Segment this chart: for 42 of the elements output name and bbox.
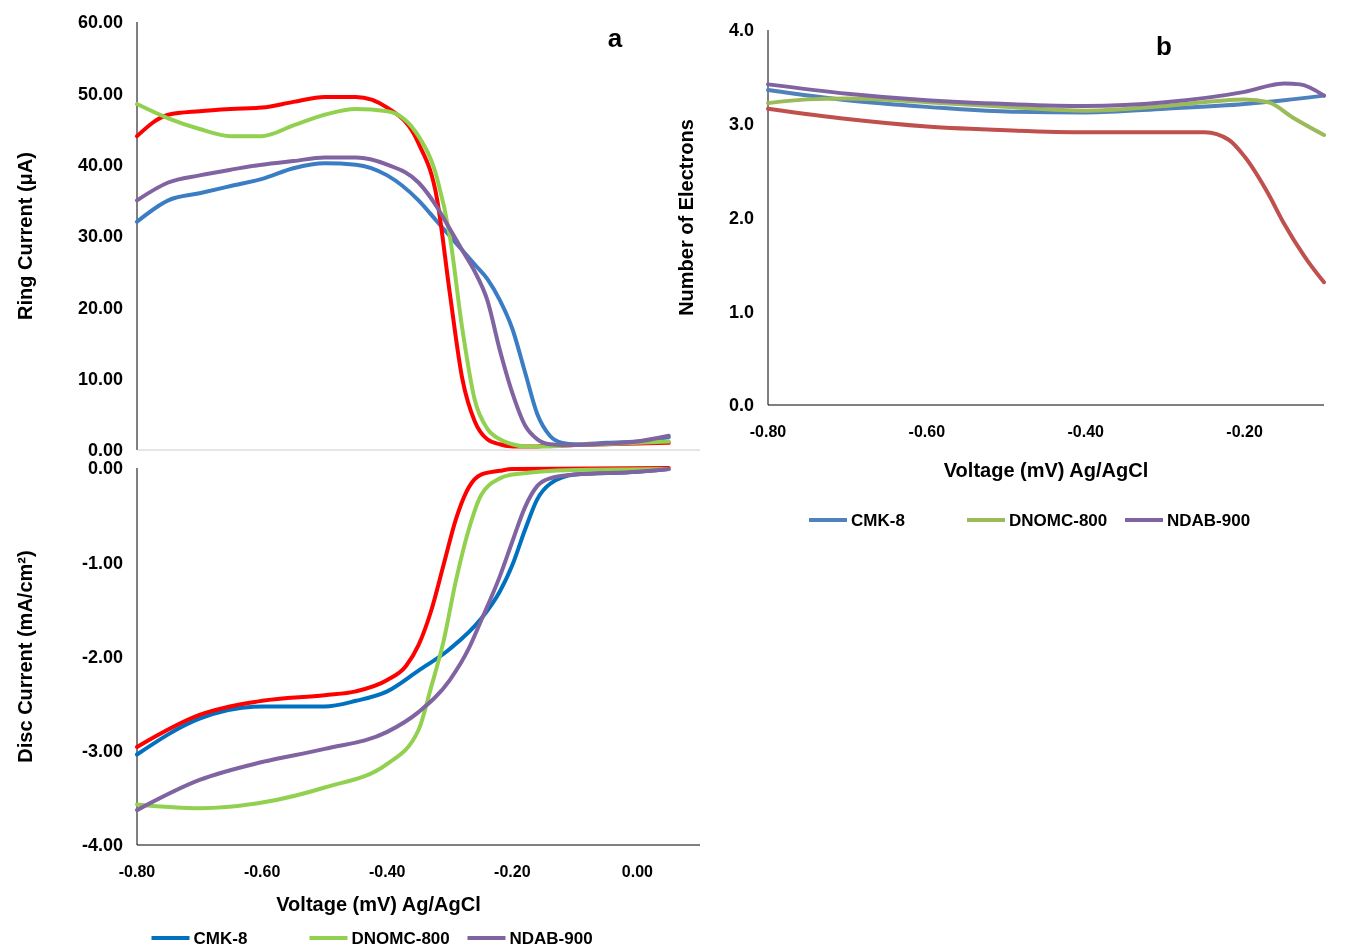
line-series bbox=[766, 81, 1326, 108]
y-tick-label: 50.00 bbox=[77, 83, 123, 104]
annotation: b bbox=[1156, 31, 1172, 61]
y-tick-label: -4.00 bbox=[81, 835, 123, 856]
y-axis-title: Ring Current (μA) bbox=[14, 152, 36, 320]
x-tick-label: -0.80 bbox=[749, 423, 787, 440]
y-tick-label: 0.00 bbox=[87, 440, 123, 461]
legend-label: DNOMC-800 bbox=[1009, 510, 1108, 530]
x-tick-label: -0.60 bbox=[243, 863, 281, 880]
y-tick-label: -3.00 bbox=[81, 741, 123, 762]
y-tick-label: 10.00 bbox=[77, 368, 123, 389]
x-tick-label: -0.80 bbox=[118, 863, 156, 880]
y-tick-label: 2.0 bbox=[728, 207, 754, 228]
y-tick-label: 3.0 bbox=[728, 114, 754, 135]
line-series bbox=[766, 106, 1326, 285]
x-tick-label: -0.40 bbox=[1067, 423, 1105, 440]
y-tick-label: 60.00 bbox=[77, 12, 123, 33]
y-tick-label: -2.00 bbox=[81, 646, 123, 667]
x-axis-title: Voltage (mV) Ag/AgCl bbox=[943, 459, 1149, 481]
legend-label: NDAB-900 bbox=[509, 928, 593, 948]
x-tick-label: -0.20 bbox=[494, 863, 531, 880]
y-tick-label: 30.00 bbox=[77, 226, 123, 247]
x-axis-title: Voltage (mV) Ag/AgCl bbox=[276, 893, 481, 915]
y-tick-label: -1.00 bbox=[81, 552, 123, 573]
y-tick-label: 40.00 bbox=[77, 154, 123, 175]
x-tick-label: -0.40 bbox=[368, 863, 406, 880]
legend-label: CMK-8 bbox=[851, 510, 905, 530]
y-tick-label: 1.0 bbox=[728, 301, 754, 322]
y-axis-title: Disc Current (mA/cm²) bbox=[14, 550, 36, 763]
x-tick-label: 0.00 bbox=[621, 863, 654, 880]
legend-label: CMK-8 bbox=[193, 928, 248, 948]
y-tick-label: 4.0 bbox=[728, 20, 754, 41]
line-series bbox=[766, 96, 1326, 137]
annotation: a bbox=[607, 23, 623, 53]
x-tick-label: -0.20 bbox=[1226, 423, 1263, 440]
y-tick-label: 20.00 bbox=[77, 297, 123, 318]
legend-label: DNOMC-800 bbox=[351, 928, 450, 948]
y-tick-label: 0.0 bbox=[728, 395, 754, 416]
legend-label: NDAB-900 bbox=[1167, 510, 1251, 530]
y-tick-label: 0.00 bbox=[87, 458, 123, 479]
x-tick-label: -0.60 bbox=[908, 423, 946, 440]
y-axis-title: Number of Electrons bbox=[675, 119, 697, 316]
